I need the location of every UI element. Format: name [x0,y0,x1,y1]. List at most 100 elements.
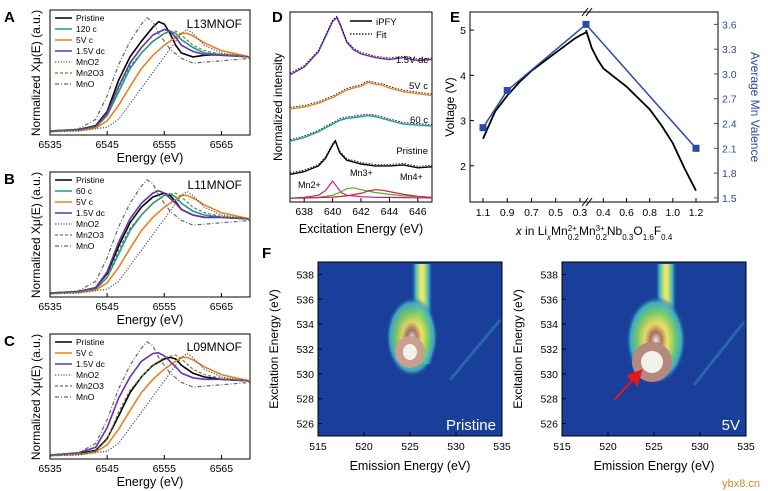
x-tick-label: 642 [352,206,370,218]
map-label-5v: 5V [722,417,740,434]
red-arrow-icon [613,369,643,401]
valence-marker-0 [479,124,487,132]
x-tick-label: 1.1 [476,207,491,219]
x-tick-label: 515 [309,441,327,453]
ipfy-line-0 [289,16,433,76]
y-tick-label: 538 [296,269,314,281]
series-line-5 [49,341,251,456]
watermark: ybx8.cn [722,478,760,490]
panel-e-xlabel: x in LixMn2+ 0.2Mn3+ 0.2Nb0.3O1.6F0.4 [515,224,673,242]
panel-c-legend: Pristine 5V c 1.5V dc MnO2 Mn2O3 MnO [55,337,106,402]
y-tick-label: 2.7 [722,94,737,106]
panel-d-curves [289,15,433,199]
ipfy-line-3 [289,139,433,176]
x-tick-label: 0.9 [500,207,515,219]
map-label-pristine: Pristine [446,417,496,434]
component-label-mn3: Mn3+ [350,168,373,178]
panel-c-xlabel: Energy (eV) [117,475,184,489]
valence-line [482,23,697,149]
x-tick-label: 6535 [38,301,62,313]
y-tick-label: 526 [296,419,314,431]
panel-f-map-5v: 5V 515 520 525 530 535 526 528 530 532 534 536 538… [511,261,755,473]
panel-a-xticks: 6535 6545 6555 6565 [38,131,233,151]
y-tick-label: 3.6 [722,19,737,31]
panel-a-title: L13MNOF [187,17,242,31]
y-tick-label: 2 [460,161,466,173]
legend-label: Pristine [76,13,105,23]
legend-label: 60 c [76,186,93,196]
x-tick-label: 6565 [210,139,234,151]
y-tick-label: 530 [540,369,558,381]
panel-b-title: L11MNOF [188,178,242,192]
panel-d-ylabel: Normalized intensity [271,53,285,161]
panel-c-frame [49,333,251,460]
map-elastic-line [692,321,746,386]
series-line-2 [49,351,251,456]
x-tick-label: 6555 [153,139,177,151]
x-tick-label: 0.3 [573,207,588,219]
panel-c-xticks: 6535 6545 6555 6565 [38,455,233,475]
map-feature-peak [641,351,663,373]
y-tick-label: 5 [460,25,466,37]
x-tick-label: 638 [295,206,313,218]
x-tick-label: 6565 [210,301,234,313]
legend-label: 1.5V dc [76,46,106,56]
valence-marker-2 [582,20,590,28]
axis-break-bottom [581,197,593,207]
panel-a-frame [49,9,251,136]
series-line-0 [49,356,251,456]
legend-label: 5V c [76,197,94,207]
y-tick-label: 536 [296,294,314,306]
legend-label-fit: Fit [376,30,387,41]
panel-e-ylabel-left: Voltage (V) [443,77,457,136]
panel-f-map-pristine: Pristine 515 520 525 530 535 526 528 530 532 534… [267,261,511,473]
fit-line-1 [289,80,433,108]
legend-label: Mn2O3 [76,381,104,391]
panel-f2-xlabel: Emission Energy (eV) [594,459,715,473]
panel-c-curves [49,341,251,457]
x-tick-label: 530 [691,441,709,453]
component-label-mn2: Mn2+ [298,180,321,190]
y-tick-label: 3.0 [722,69,737,81]
series-line-5 [49,192,251,295]
valence-marker-1 [503,86,511,94]
y-tick-label: 3.3 [722,44,737,56]
x-tick-label: 6545 [95,463,119,475]
panel-e-frame [469,11,719,203]
series-label-5v-c: 5V c [409,81,428,92]
component-label-mn4: Mn4+ [400,172,423,182]
panel-f1-ylabel: Excitation Energy (eV) [267,289,281,408]
legend-label: 1.5V dc [76,359,106,369]
legend-label: MnO2 [76,57,99,67]
panel-f2-yticks: 526 528 530 532 534 536 538 [540,269,566,431]
x-tick-label: 525 [645,441,663,453]
panel-e-curves [479,20,700,192]
y-tick-label: 534 [540,319,558,331]
legend-label: MnO [76,79,95,89]
legend-label: MnO [76,241,95,251]
x-tick-label: 644 [381,206,399,218]
series-line-6 [49,179,251,294]
panel-b-ylabel: Normalized Xμ(E) (a.u.) [29,172,43,298]
y-tick-label: 528 [296,394,314,406]
y-tick-label: 3 [460,116,466,128]
series-line-4 [49,190,251,295]
panel-c-title: L09MNOF [187,340,242,354]
series-label-1-5v-dc: 1.5V dc [396,55,428,66]
panel-letter-a: A [4,9,15,26]
y-tick-label: 2.4 [722,119,737,131]
xlabel-mn: Mn [551,224,568,238]
panel-f1-yticks: 526 528 530 532 534 536 538 [296,269,322,431]
series-label-pristine: Pristine [396,146,428,157]
panel-letter-c: C [4,333,15,350]
panel-b-xlabel: Energy (eV) [117,313,184,327]
panel-b-frame [49,171,251,298]
x-tick-label: 6555 [153,301,177,313]
x-tick-label: 6565 [210,463,234,475]
y-tick-label: 4 [460,70,466,82]
y-tick-label: 532 [540,344,558,356]
panel-d-legend: iPFY Fit [350,17,397,41]
series-label-60c: 60 c [410,115,428,126]
fit-line-3 [289,138,433,174]
